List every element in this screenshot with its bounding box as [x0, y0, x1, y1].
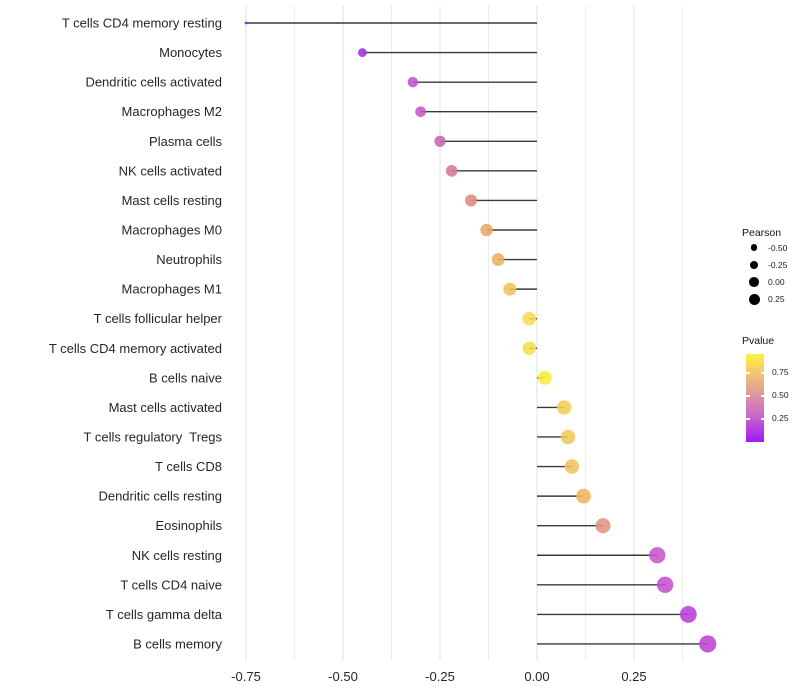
- category-label: B cells naive: [149, 370, 222, 385]
- size-legend-key: [742, 260, 766, 269]
- category-label: T cells CD4 memory resting: [62, 16, 222, 31]
- data-point: [522, 341, 537, 356]
- colorbar-tick: [760, 372, 764, 374]
- data-point: [649, 547, 666, 564]
- data-point: [560, 429, 576, 445]
- category-label: NK cells resting: [132, 548, 222, 563]
- data-point: [244, 21, 248, 25]
- colorbar-tick: [760, 395, 764, 397]
- category-label: Eosinophils: [156, 518, 223, 533]
- data-point: [699, 635, 717, 653]
- size-legend-entries: -0.50 -0.25 0.00 0.25: [742, 239, 800, 308]
- x-tick-label: 0.25: [621, 669, 646, 684]
- colorbar-tick: [746, 372, 750, 374]
- size-legend-entry-label: 0.25: [768, 294, 785, 305]
- category-label: Plasma cells: [149, 134, 222, 149]
- category-label: Macrophages M1: [122, 282, 222, 297]
- data-point: [357, 48, 367, 57]
- category-label: T cells CD4 memory activated: [49, 341, 222, 356]
- size-legend-entry-label: -0.50: [768, 242, 788, 253]
- data-point: [434, 135, 446, 147]
- x-tick-label: 0.00: [524, 669, 549, 684]
- data-point: [564, 459, 580, 474]
- colorbar-wrap: 0.75 0.50 0.25: [746, 354, 800, 442]
- data-point: [522, 311, 537, 326]
- colorbar-label: 0.50: [772, 390, 789, 400]
- data-point: [491, 253, 505, 266]
- size-legend-key: [742, 244, 766, 251]
- size-legend-key: [742, 293, 766, 305]
- data-point: [445, 165, 458, 177]
- size-legend-entry: 0.25: [742, 291, 800, 308]
- pvalue-color-legend: Pvalue 0.75 0.50 0.25: [742, 335, 800, 442]
- x-tick-label: -0.50: [328, 669, 358, 684]
- size-legend-entry-label: -0.25: [768, 259, 788, 270]
- pearson-size-legend: Pearson -0.50 -0.25 0.00 0.25: [742, 227, 800, 308]
- category-label: Neutrophils: [156, 252, 222, 267]
- data-point: [595, 518, 611, 534]
- category-label: Dendritic cells resting: [98, 489, 222, 504]
- data-point: [556, 400, 572, 415]
- colorbar-tick: [746, 395, 750, 397]
- color-legend-title: Pvalue: [742, 335, 775, 347]
- category-label: Monocytes: [159, 45, 222, 60]
- colorbar-label: 0.75: [772, 367, 789, 377]
- data-point: [503, 282, 517, 296]
- x-tick-label: -0.25: [425, 669, 455, 684]
- category-label: T cells CD8: [155, 459, 222, 474]
- data-point: [407, 76, 419, 88]
- data-point: [480, 223, 493, 237]
- colorbar-tick: [746, 418, 750, 420]
- category-label: Macrophages M2: [122, 104, 222, 119]
- data-point: [576, 488, 591, 504]
- data-point: [679, 605, 697, 623]
- size-legend-dot-icon: [749, 277, 759, 287]
- category-label: Dendritic cells activated: [85, 75, 222, 90]
- size-legend-title: Pearson: [742, 227, 782, 239]
- category-label: Mast cells activated: [109, 400, 222, 415]
- category-label: T cells CD4 naive: [120, 577, 222, 592]
- data-point: [464, 194, 478, 207]
- size-legend-entry: 0.00: [742, 273, 800, 290]
- data-point: [537, 370, 552, 385]
- size-legend-dot-icon: [748, 293, 760, 305]
- size-legend-entry: -0.25: [742, 256, 800, 273]
- size-legend-dot-icon: [749, 260, 759, 269]
- x-tick-label: -0.75: [231, 669, 261, 684]
- category-label: T cells gamma delta: [106, 607, 223, 622]
- colorbar-label: 0.25: [772, 413, 789, 423]
- size-legend-dot-icon: [750, 244, 758, 251]
- category-label: NK cells activated: [119, 163, 222, 178]
- category-label: B cells memory: [133, 636, 222, 651]
- category-label: T cells follicular helper: [94, 311, 223, 326]
- category-label: Macrophages M0: [122, 222, 222, 237]
- size-legend-entry-label: 0.00: [768, 276, 785, 287]
- category-label: T cells regulatory Tregs: [84, 429, 223, 444]
- pvalue-colorbar: [746, 354, 764, 442]
- colorbar-tick: [760, 418, 764, 420]
- category-label: Mast cells resting: [122, 193, 222, 208]
- data-point: [656, 576, 674, 594]
- data-point: [415, 106, 426, 118]
- size-legend-entry: -0.50: [742, 239, 800, 256]
- size-legend-key: [742, 277, 766, 287]
